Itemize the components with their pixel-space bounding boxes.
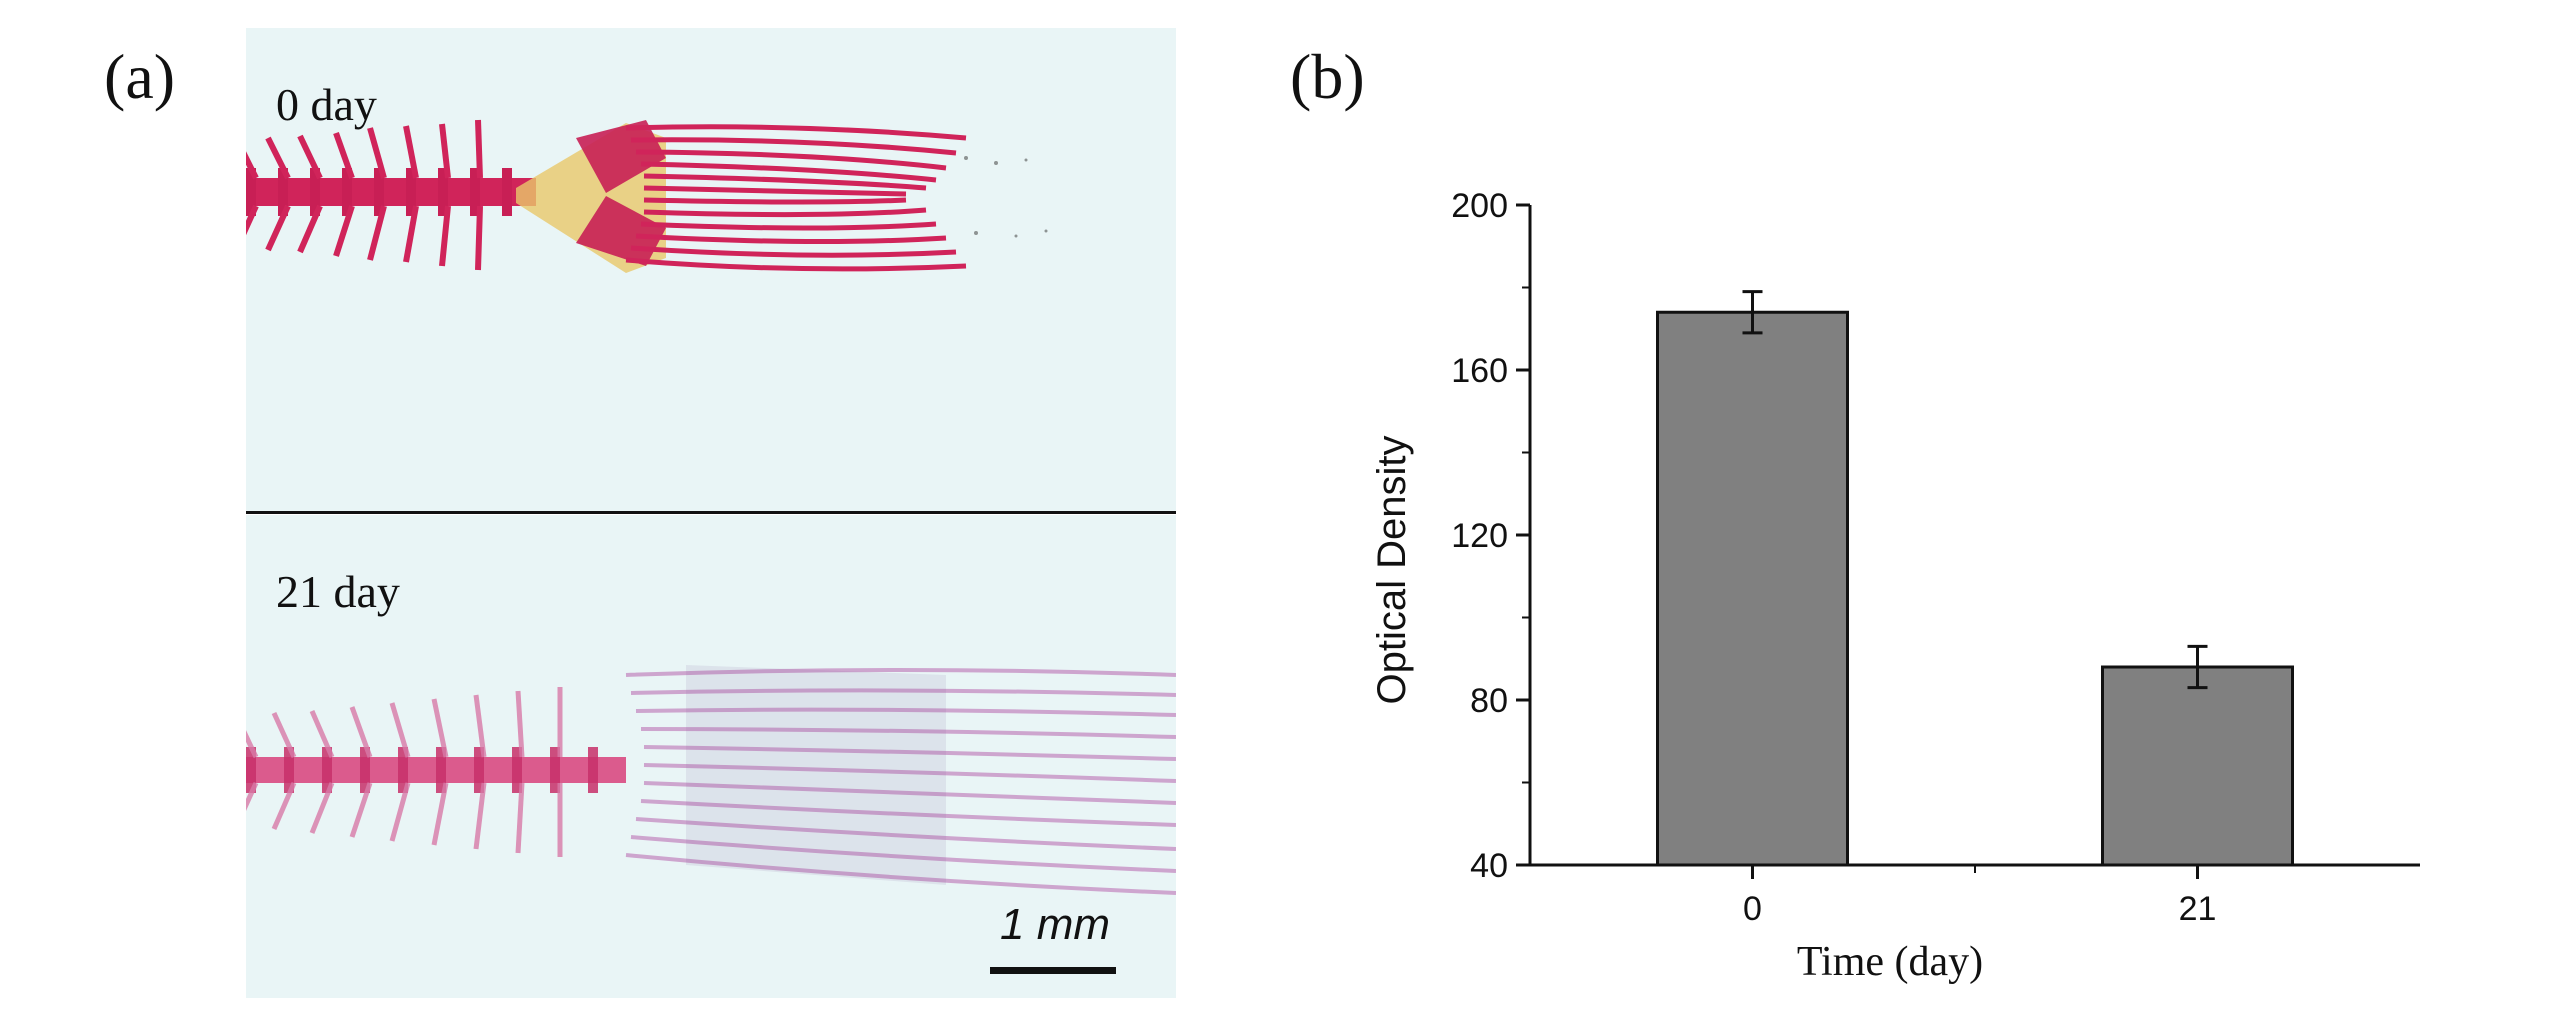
- optical-density-bar-chart: 40 80 120 160 200 0 21 Optical Density Time (d…: [1370, 187, 2420, 985]
- y-tick-label-120: 120: [1451, 517, 1508, 555]
- y-tick-label-80: 80: [1470, 682, 1508, 720]
- photo-divider: [246, 511, 1176, 514]
- x-tick-label-21: 21: [2179, 890, 2217, 928]
- y-tick-label-40: 40: [1470, 847, 1508, 885]
- y-axis-title: Optical Density: [1370, 436, 1414, 705]
- bar-0: [1656, 310, 1849, 867]
- day0-caption: 0 day: [276, 79, 377, 130]
- panel-a-label: (a): [104, 41, 176, 112]
- bar-21: [2101, 665, 2294, 867]
- fish-tail-photo-day21: 21 day 1 mm: [246, 515, 1176, 998]
- y-tick-label-200: 200: [1451, 187, 1508, 225]
- day21-caption: 21 day: [276, 566, 400, 617]
- scale-bar-label: 1 mm: [1000, 900, 1110, 949]
- fish-skeleton-faded-image: [246, 665, 1176, 895]
- fish-skeleton-stained-image: [246, 119, 1048, 273]
- plot-area: 40 80 120 160 200 0 21: [1451, 187, 2420, 928]
- scale-bar: [990, 967, 1116, 974]
- x-tick-label-0: 0: [1743, 890, 1762, 928]
- panel-b-label: (b): [1290, 41, 1365, 112]
- y-tick-label-160: 160: [1451, 352, 1508, 390]
- fish-tail-photo-day0: 0 day: [246, 28, 1176, 512]
- x-axis-title: Time (day): [1797, 939, 1983, 985]
